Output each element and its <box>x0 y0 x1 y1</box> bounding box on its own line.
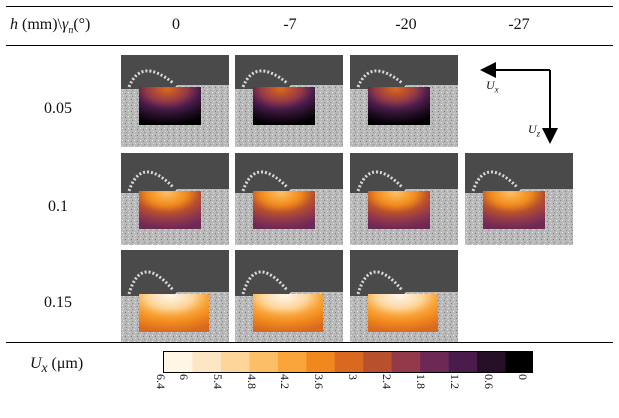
axis-direction-legend: Ux Uz <box>470 62 590 152</box>
bottom-rule <box>6 342 613 343</box>
colorbar-label: Ux (μm) <box>30 355 84 376</box>
header-h-gamma: h (mm)\γn(°) <box>10 16 91 37</box>
dic-image-h2-g2 <box>350 250 458 342</box>
colorbar-segment <box>220 352 250 372</box>
colorbar-segment <box>164 352 194 372</box>
colorbar-segment <box>306 352 336 372</box>
dic-image-h0-g0 <box>121 55 229 147</box>
colorbar-tick-label: 2.4 <box>380 374 395 389</box>
colorbar-segment <box>448 352 478 372</box>
colorbar-tick-label: 1.2 <box>448 374 463 389</box>
header-col-0: 0 <box>172 16 180 33</box>
colorbar-segment <box>420 352 450 372</box>
colorbar-tick-label: 0.6 <box>482 374 497 389</box>
colorbar-tick-label: 0 <box>516 374 530 380</box>
top-rule <box>6 6 613 7</box>
colorbar-segment <box>363 352 393 372</box>
colorbar-tick-label: 4.8 <box>244 374 259 389</box>
dic-image-h1-g1 <box>235 153 343 245</box>
colorbar-tick-label: 3.6 <box>312 374 327 389</box>
dic-image-h0-g2 <box>350 55 458 147</box>
colorbar <box>163 351 533 373</box>
dic-image-h1-g3 <box>465 153 573 245</box>
colorbar-segment <box>505 352 532 372</box>
header-col-3: -27 <box>508 16 530 33</box>
dic-image-h0-g1 <box>235 55 343 147</box>
colorbar-ticks: 6.4 6 5.4 4.8 4.2 3.6 3 2.4 1.8 1.2 0.6 0 <box>154 374 533 418</box>
colorbar-segment <box>334 352 364 372</box>
row-label-2: 0.15 <box>44 294 72 311</box>
dic-image-h2-g1 <box>235 250 343 342</box>
colorbar-tick-label: 3 <box>346 374 361 380</box>
uz-axis-label: Uz <box>528 122 541 139</box>
colorbar-tick-label: 1.8 <box>414 374 429 389</box>
row-label-0: 0.05 <box>44 100 72 117</box>
colorbar-segment <box>192 352 222 372</box>
colorbar-tick-label: 5.4 <box>210 374 225 389</box>
colorbar-segment <box>277 352 307 372</box>
colorbar-segment <box>249 352 279 372</box>
axis-arrows <box>480 62 558 144</box>
colorbar-segment <box>477 352 507 372</box>
colorbar-tick-label: 4.2 <box>278 374 293 389</box>
dic-image-h1-g0 <box>121 153 229 245</box>
colorbar-tick-label: 6.4 <box>154 374 168 389</box>
ux-axis-label: Ux <box>486 78 499 95</box>
colorbar-gradient <box>164 352 532 372</box>
row-label-1: 0.1 <box>48 198 68 215</box>
colorbar-segment <box>391 352 421 372</box>
header-rule <box>6 45 613 46</box>
header-col-2: -20 <box>395 16 417 33</box>
header-col-1: -7 <box>283 16 297 33</box>
dic-image-h2-g0 <box>121 250 229 342</box>
dic-image-h1-g2 <box>350 153 458 245</box>
colorbar-tick-label: 6 <box>176 374 191 380</box>
